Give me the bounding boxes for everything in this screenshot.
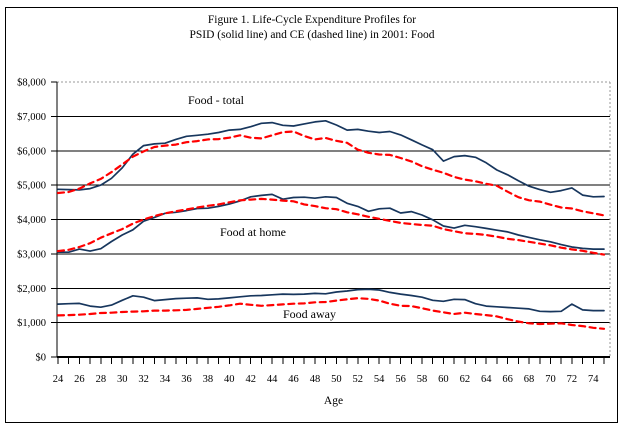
figure-border <box>5 7 618 423</box>
y-tick-label-$5,000: $5,000 <box>17 181 46 192</box>
x-tick-label-42: 42 <box>245 374 256 385</box>
y-tick-label-$4,000: $4,000 <box>17 215 46 226</box>
x-tick-label-70: 70 <box>545 374 556 385</box>
x-tick-label-40: 40 <box>224 374 235 385</box>
line-ce-food-total <box>56 130 606 217</box>
y-tick-label-$0: $0 <box>36 353 47 364</box>
x-tick-label-32: 32 <box>138 374 149 385</box>
line-ce-food-away <box>56 297 606 330</box>
x-tick-label-64: 64 <box>481 374 492 385</box>
y-tick-label-$6,000: $6,000 <box>17 146 46 157</box>
series-label-food-away: Food away <box>283 307 336 321</box>
x-tick-label-72: 72 <box>567 374 578 385</box>
x-tick-label-26: 26 <box>74 374 85 385</box>
x-tick-label-66: 66 <box>502 374 513 385</box>
y-tick-label-$1,000: $1,000 <box>17 318 46 329</box>
line-psid-food-at-home <box>57 193 605 254</box>
x-tick-label-54: 54 <box>374 374 385 385</box>
x-tick-label-24: 24 <box>53 374 64 385</box>
x-tick-label-28: 28 <box>96 374 107 385</box>
x-tick-label-74: 74 <box>588 374 599 385</box>
x-tick-label-62: 62 <box>460 374 471 385</box>
chart-title-line1: Figure 1. Life-Cycle Expenditure Profile… <box>207 14 417 26</box>
y-tick-label-$3,000: $3,000 <box>17 249 46 260</box>
line-psid-food-total <box>57 119 605 198</box>
x-tick-label-56: 56 <box>395 374 406 385</box>
series-label-food-at-home: Food at home <box>220 225 286 239</box>
x-tick-label-58: 58 <box>417 374 428 385</box>
x-tick-label-30: 30 <box>117 374 128 385</box>
chart-title-line2: PSID (solid line) and CE (dashed line) i… <box>189 29 435 41</box>
x-tick-label-34: 34 <box>160 374 171 385</box>
y-tick-label-$7,000: $7,000 <box>17 112 46 123</box>
line-ce-food-at-home <box>56 197 606 256</box>
y-tick-label-$2,000: $2,000 <box>17 284 46 295</box>
x-tick-label-52: 52 <box>353 374 364 385</box>
y-tick-label-$8,000: $8,000 <box>17 78 46 89</box>
x-tick-label-36: 36 <box>181 374 192 385</box>
x-tick-label-48: 48 <box>310 374 321 385</box>
x-tick-label-46: 46 <box>288 374 299 385</box>
x-axis-title: Age <box>323 395 344 407</box>
x-tick-label-60: 60 <box>438 374 449 385</box>
x-tick-label-68: 68 <box>524 374 535 385</box>
x-tick-label-50: 50 <box>331 374 342 385</box>
line-psid-food-away <box>57 288 605 313</box>
series-label-food-total: Food - total <box>188 93 244 107</box>
x-tick-label-44: 44 <box>267 374 278 385</box>
x-tick-label-38: 38 <box>203 374 214 385</box>
